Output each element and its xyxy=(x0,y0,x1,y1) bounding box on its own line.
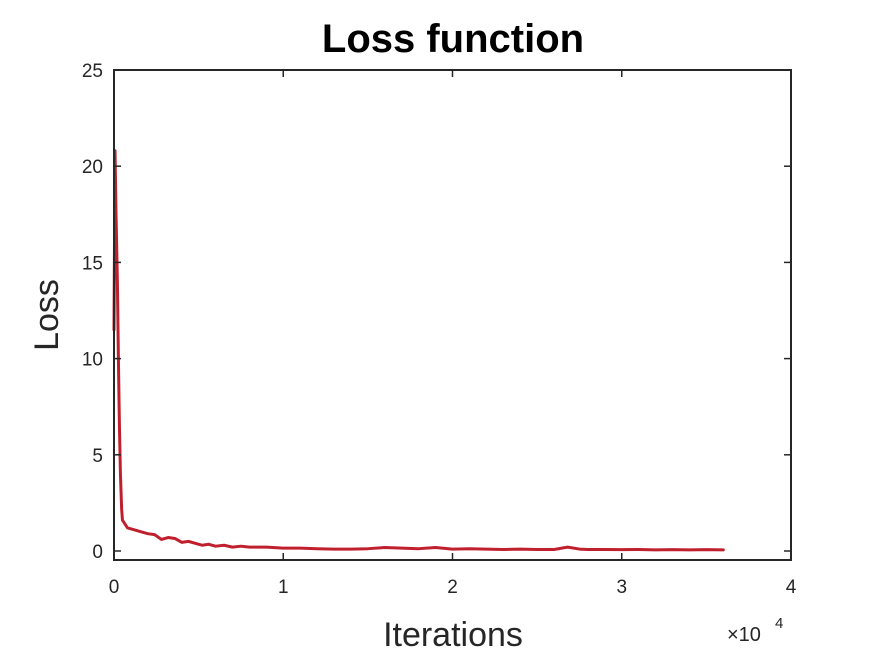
y-tick-label: 5 xyxy=(92,446,103,467)
y-tick-label: 15 xyxy=(82,253,103,274)
y-tick-label: 20 xyxy=(82,157,103,178)
ticks-layer: 0 1 2 3 4 0 5 10 15 20 25 xyxy=(82,61,797,598)
plot-area xyxy=(114,70,791,560)
loss-series-line xyxy=(112,149,725,552)
x-tick-label: 0 xyxy=(109,577,120,598)
x-tick-label: 3 xyxy=(616,577,627,598)
chart-title: Loss function xyxy=(322,17,584,61)
x-axis-title: Iterations xyxy=(383,616,523,654)
series-layer xyxy=(112,149,725,552)
x-axis-exponent: ×10 4 xyxy=(727,615,783,646)
x-tick-label: 2 xyxy=(447,577,458,598)
y-tick-label: 0 xyxy=(92,542,103,563)
y-tick-label: 10 xyxy=(82,350,103,371)
x-tick-label: 1 xyxy=(278,577,289,598)
x-exponent-base: ×10 xyxy=(727,624,761,646)
x-tick-label: 4 xyxy=(786,577,797,598)
x-exponent-power: 4 xyxy=(775,615,783,632)
y-axis-title: Loss xyxy=(28,279,66,351)
y-tick-label: 25 xyxy=(82,61,103,82)
